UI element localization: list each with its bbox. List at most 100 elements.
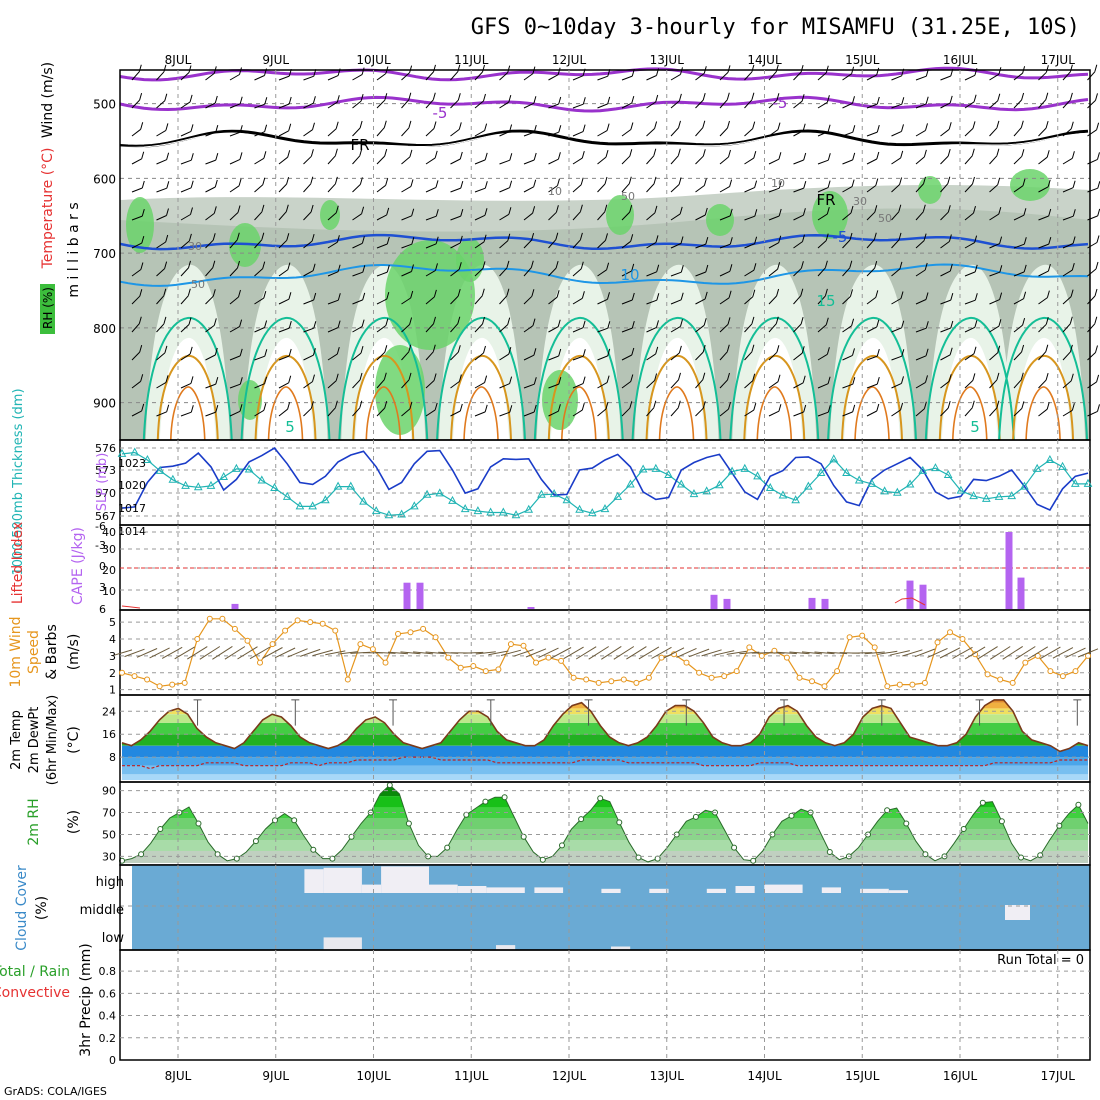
wind-barb — [401, 351, 410, 361]
wind-barb-flag — [802, 208, 806, 216]
wind-barb-flag — [215, 376, 219, 385]
wind-barb — [523, 212, 533, 221]
wind-barb-flag — [432, 344, 436, 352]
wind-barb — [915, 299, 927, 305]
precip-ytick: 0.2 — [99, 1032, 117, 1045]
thickness-point — [1070, 478, 1080, 487]
wind-barb-flag — [753, 402, 757, 411]
wind-barb — [352, 127, 361, 137]
wind-speed-point — [445, 654, 452, 661]
wind-barb — [1087, 187, 1098, 193]
wind-barb-flag — [215, 152, 219, 161]
wind-barb-flag — [557, 178, 560, 186]
thickness-point — [155, 465, 165, 474]
wind-barb — [939, 647, 961, 659]
wind-barb-flag — [581, 291, 585, 299]
wind-barb-flag — [532, 206, 536, 214]
cape-bar — [821, 598, 829, 609]
wind-barb — [488, 650, 509, 656]
wind-barb — [278, 183, 287, 193]
wind-barb-flag — [655, 346, 659, 355]
cape-bar — [906, 580, 914, 609]
wind-barb — [278, 239, 288, 249]
wind-speed-point — [144, 676, 151, 683]
wind-speed-point — [244, 637, 251, 644]
wind-barb — [719, 408, 729, 417]
wind-barb-flag — [288, 123, 292, 131]
wind-barb-flag — [557, 404, 561, 412]
wind-barb — [199, 646, 221, 660]
wind-barb-flag — [164, 345, 168, 354]
wind-speed-point — [1059, 673, 1066, 680]
wind-barb — [327, 128, 337, 137]
wind-barb — [376, 243, 388, 249]
wind-barb-flag — [729, 264, 733, 272]
cloud-low-segment — [496, 945, 516, 950]
wind-barb-flag — [1046, 150, 1050, 158]
wind-barb-flag — [190, 153, 194, 161]
wind-barb — [744, 269, 755, 277]
thickness-point — [702, 486, 712, 495]
wind-barb-flag — [384, 93, 388, 101]
wind-barb-flag — [188, 317, 192, 325]
wind-barb-flag — [359, 120, 363, 129]
temp-contour-25 — [560, 386, 597, 441]
wind-barbs-upper — [131, 64, 1100, 417]
thickness-point — [397, 509, 406, 518]
wind-barb-flag — [752, 289, 756, 297]
wind-barb — [964, 299, 976, 305]
wind-barb-flag — [824, 260, 828, 268]
wind-barb — [376, 407, 386, 417]
wind-barb — [312, 649, 333, 657]
wind-barb-flag — [458, 122, 462, 130]
wind-barb-flag — [654, 205, 658, 214]
wind-barb — [229, 326, 240, 333]
wind-barb — [866, 74, 877, 81]
wind-barb-flag — [408, 344, 412, 352]
wind-barb — [852, 652, 873, 654]
wind-barb-flag — [974, 264, 978, 273]
cloud-low-segment — [611, 946, 631, 950]
wind-barb — [563, 646, 584, 660]
wind-barb-flag — [898, 204, 902, 212]
wind-speed-point — [369, 646, 376, 653]
wind-barb-flag — [336, 346, 340, 355]
cloud-high-segment — [429, 884, 458, 893]
wind-barb — [180, 267, 189, 277]
precip-convective-label: Convective — [0, 985, 70, 1001]
rh-point — [482, 798, 489, 805]
wind-barb — [548, 103, 559, 109]
wind-barb — [817, 131, 829, 137]
wind-barb-flag — [286, 176, 290, 185]
wind-barb-flag — [702, 344, 706, 353]
wind-barb — [670, 127, 679, 137]
wind-barb — [180, 214, 191, 221]
thickness-point — [168, 474, 178, 483]
wind-barb — [621, 240, 632, 249]
wind-barb — [352, 184, 361, 193]
wind-barb — [866, 326, 878, 333]
wind-barb — [131, 380, 142, 389]
wind-barb — [695, 99, 704, 109]
wind-barb-flag — [802, 234, 805, 242]
wind-barb — [768, 187, 780, 193]
thickness-point — [715, 480, 724, 489]
rh-point — [233, 855, 240, 862]
wind-barb — [866, 239, 875, 249]
wind-ytick: 4 — [109, 633, 116, 646]
wind-barb — [964, 407, 973, 417]
rh-point — [998, 818, 1005, 825]
wind-barb — [621, 102, 633, 109]
li-ytick: 0 — [99, 560, 106, 573]
wind-barb-flag — [435, 180, 439, 188]
wind-barb-flag — [261, 232, 265, 240]
wind-barb — [352, 271, 363, 277]
rh-moist-blob — [606, 195, 634, 235]
day-label-top: 16JUL — [943, 53, 978, 67]
wind-barb-flag — [605, 233, 608, 241]
thickness-point — [460, 504, 470, 513]
wind-barb — [413, 651, 434, 655]
wind-barb-flag — [558, 348, 562, 357]
day-label-top: 17JUL — [1041, 53, 1076, 67]
contour-label: 50 — [878, 212, 892, 225]
